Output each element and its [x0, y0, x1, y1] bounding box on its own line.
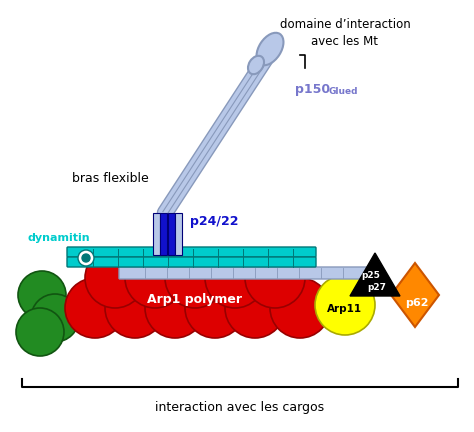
Text: Arp1 polymer: Arp1 polymer	[147, 293, 243, 306]
Ellipse shape	[256, 33, 283, 65]
FancyBboxPatch shape	[67, 247, 316, 257]
Text: Glued: Glued	[329, 87, 358, 96]
Bar	[168, 213, 175, 255]
Text: bras flexible: bras flexible	[72, 172, 149, 184]
Circle shape	[205, 248, 265, 308]
Bar	[175, 213, 182, 255]
Text: Arp11: Arp11	[328, 304, 363, 314]
Circle shape	[245, 248, 305, 308]
Text: p62: p62	[405, 298, 429, 308]
Circle shape	[315, 275, 375, 335]
Circle shape	[105, 278, 165, 338]
Ellipse shape	[248, 56, 264, 74]
Polygon shape	[350, 253, 400, 296]
Text: p24/22: p24/22	[190, 216, 238, 229]
Circle shape	[85, 248, 145, 308]
Circle shape	[82, 254, 90, 262]
Circle shape	[125, 248, 185, 308]
Circle shape	[65, 278, 125, 338]
Text: p150: p150	[295, 83, 330, 96]
Circle shape	[225, 278, 285, 338]
Text: interaction avec les cargos: interaction avec les cargos	[155, 400, 325, 413]
Circle shape	[16, 308, 64, 356]
Bar	[153, 213, 160, 255]
Polygon shape	[391, 263, 439, 327]
Text: p27: p27	[367, 283, 386, 292]
Circle shape	[270, 278, 330, 338]
Circle shape	[78, 250, 94, 266]
Text: p25: p25	[362, 271, 381, 280]
Circle shape	[165, 248, 225, 308]
FancyBboxPatch shape	[67, 257, 316, 267]
Text: CapZ: CapZ	[25, 315, 56, 325]
Circle shape	[31, 294, 79, 342]
Circle shape	[185, 278, 245, 338]
FancyBboxPatch shape	[119, 267, 371, 279]
Circle shape	[145, 278, 205, 338]
Text: dynamitin: dynamitin	[28, 233, 91, 243]
Bar	[160, 213, 167, 255]
Text: domaine d’interaction
avec les Mt: domaine d’interaction avec les Mt	[280, 18, 410, 48]
Circle shape	[18, 271, 66, 319]
